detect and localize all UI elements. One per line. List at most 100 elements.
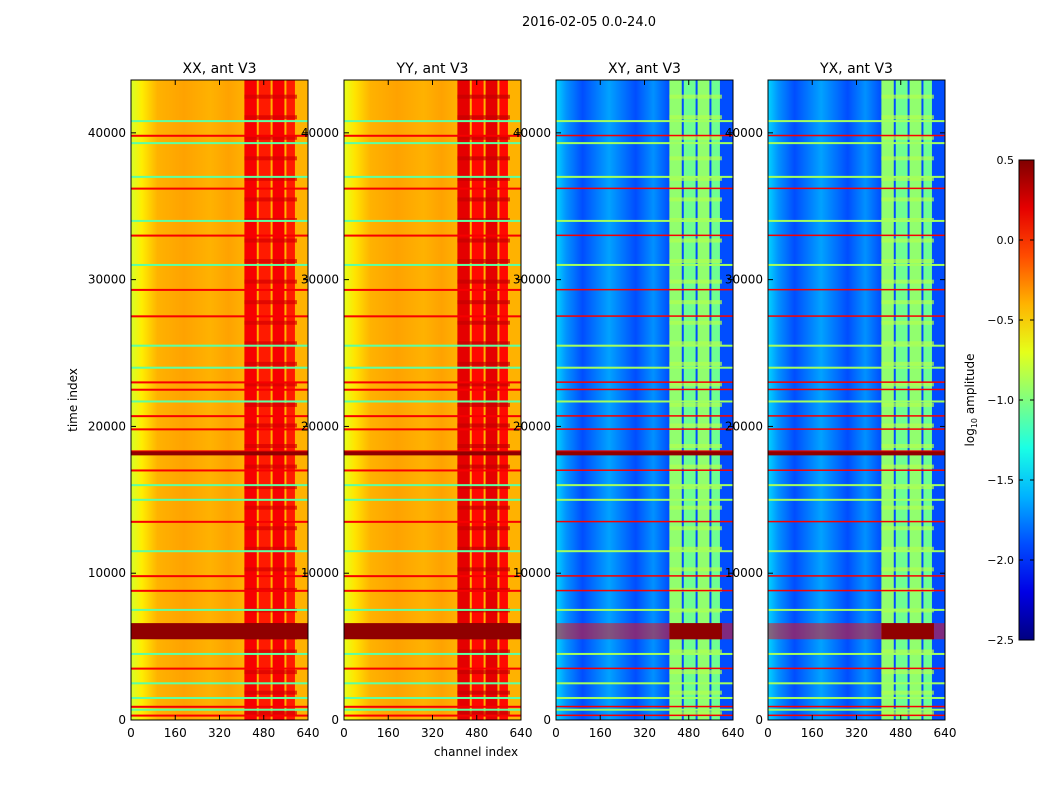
x-tick-label: 160 <box>164 726 187 740</box>
panel-title: YX, ant V3 <box>819 61 893 77</box>
heatmap-hot-block-band <box>881 623 934 640</box>
heatmap-hot-row <box>768 705 945 708</box>
heatmap-band-cell <box>244 402 297 407</box>
heatmap-hot-row <box>131 520 308 523</box>
y-tick-label: 10000 <box>725 566 763 580</box>
heatmap-flag-row <box>556 175 733 178</box>
heatmap-band-cell <box>881 526 934 531</box>
heatmap-flag-row <box>344 608 521 611</box>
heatmap-band-cell <box>669 382 722 387</box>
heatmap-band-cell <box>881 402 934 407</box>
heatmap-flag-row <box>131 400 308 403</box>
heatmap-flag-row <box>556 219 733 222</box>
heatmap-band-cell <box>244 567 297 572</box>
x-tick-label: 640 <box>510 726 533 740</box>
panel-0: XX, ant V3 0 160 320 480 640 0 10000 20000 30000 4… <box>88 61 320 740</box>
heatmap-band-cell <box>669 94 722 99</box>
heatmap-band-cell <box>244 423 297 428</box>
heatmap-hot-row <box>556 134 733 137</box>
heatmap-band-cell <box>457 670 510 675</box>
heatmap-band-cell <box>244 115 297 120</box>
y-tick-label: 40000 <box>301 126 339 140</box>
colorbar-tick-label: 0.5 <box>997 154 1015 167</box>
heatmap-band-cell <box>669 341 722 346</box>
x-tick-label: 0 <box>764 726 772 740</box>
heatmap-flag-row <box>768 696 945 699</box>
heatmap-hot-row <box>344 667 521 670</box>
heatmap-band-cell <box>244 361 297 366</box>
heatmap-band-cell <box>457 711 510 716</box>
y-tick-label: 20000 <box>513 419 551 433</box>
y-tick-label: 0 <box>543 713 551 727</box>
heatmap-flag-row <box>556 142 733 145</box>
heatmap-flag-row <box>768 366 945 369</box>
heatmap-hot-row <box>768 428 945 430</box>
heatmap-rfi-band <box>923 80 932 720</box>
heatmap-band-cell <box>881 238 934 243</box>
heatmap-flag-row <box>556 263 733 266</box>
y-tick-label: 0 <box>118 713 126 727</box>
heatmap-flag-row <box>556 366 733 369</box>
colorbar-tick-label: 0.0 <box>997 234 1015 247</box>
heatmap-rfi-band <box>895 80 908 720</box>
heatmap-band-cell <box>881 94 934 99</box>
heatmap-hot-block-band <box>669 623 722 640</box>
heatmap-flag-row <box>344 366 521 369</box>
heatmap-band-cell <box>669 567 722 572</box>
heatmap-flag-row <box>131 175 308 178</box>
heatmap-band-cell <box>244 464 297 469</box>
heatmap-flag-row <box>556 696 733 699</box>
y-axis-label: time index <box>66 368 80 432</box>
heatmap-flag-row <box>344 652 521 655</box>
heatmap-band-cell <box>881 711 934 716</box>
heatmap-band-cell <box>881 320 934 325</box>
heatmap-band-cell <box>881 279 934 284</box>
heatmap-band-cell <box>881 156 934 161</box>
heatmap-band-cell <box>244 341 297 346</box>
heatmap-hot-row <box>344 315 521 318</box>
heatmap-band-cell <box>881 690 934 695</box>
heatmap-band-cell <box>881 444 934 449</box>
heatmap-hot-row <box>344 575 521 578</box>
heatmap-band-cell <box>457 320 510 325</box>
y-tick-label: 30000 <box>513 273 551 287</box>
heatmap-band-cell <box>669 300 722 305</box>
heatmap-hot-row <box>131 381 308 384</box>
heatmap-hot-row <box>768 469 945 471</box>
heatmap-band-cell <box>669 115 722 120</box>
heatmap-flag-row <box>556 550 733 553</box>
heatmap-flag-row <box>768 175 945 178</box>
x-tick-label: 640 <box>934 726 957 740</box>
colorbar-tick-label: −1.5 <box>987 474 1014 487</box>
heatmap-flag-row <box>131 120 308 123</box>
heatmap-hot-row <box>131 589 308 592</box>
heatmap-hot-row <box>556 451 733 456</box>
heatmap-hot-row <box>344 288 521 291</box>
heatmap-hot-row <box>131 575 308 578</box>
heatmap-band-cell <box>457 649 510 654</box>
heatmap-band-cell <box>669 197 722 202</box>
heatmap-band-cell <box>669 320 722 325</box>
heatmap-band-cell <box>457 423 510 428</box>
heatmap-flag-row <box>131 652 308 655</box>
heatmap-band-cell <box>457 176 510 181</box>
x-tick-label: 160 <box>589 726 612 740</box>
heatmap-band-cell <box>669 670 722 675</box>
heatmap-band-cell <box>881 197 934 202</box>
heatmap-band-cell <box>244 670 297 675</box>
heatmap-hot-block-band <box>457 623 510 640</box>
heatmap-flag-row <box>344 263 521 266</box>
heatmap-hot-row <box>768 134 945 137</box>
panel-1: YY, ant V3 0 160 320 480 640 0 10000 20000 30000 4… <box>301 61 533 740</box>
heatmap-band-cell <box>669 485 722 490</box>
heatmap-hot-row <box>768 315 945 317</box>
heatmap-band-cell <box>244 382 297 387</box>
heatmap-band-cell <box>244 649 297 654</box>
heatmap-rfi-band <box>272 80 285 720</box>
x-tick-label: 640 <box>722 726 745 740</box>
heatmap-hot-row <box>556 187 733 190</box>
y-tick-label: 30000 <box>88 273 126 287</box>
heatmap-hot-row <box>344 451 521 456</box>
heatmap-hot-row <box>556 388 733 391</box>
